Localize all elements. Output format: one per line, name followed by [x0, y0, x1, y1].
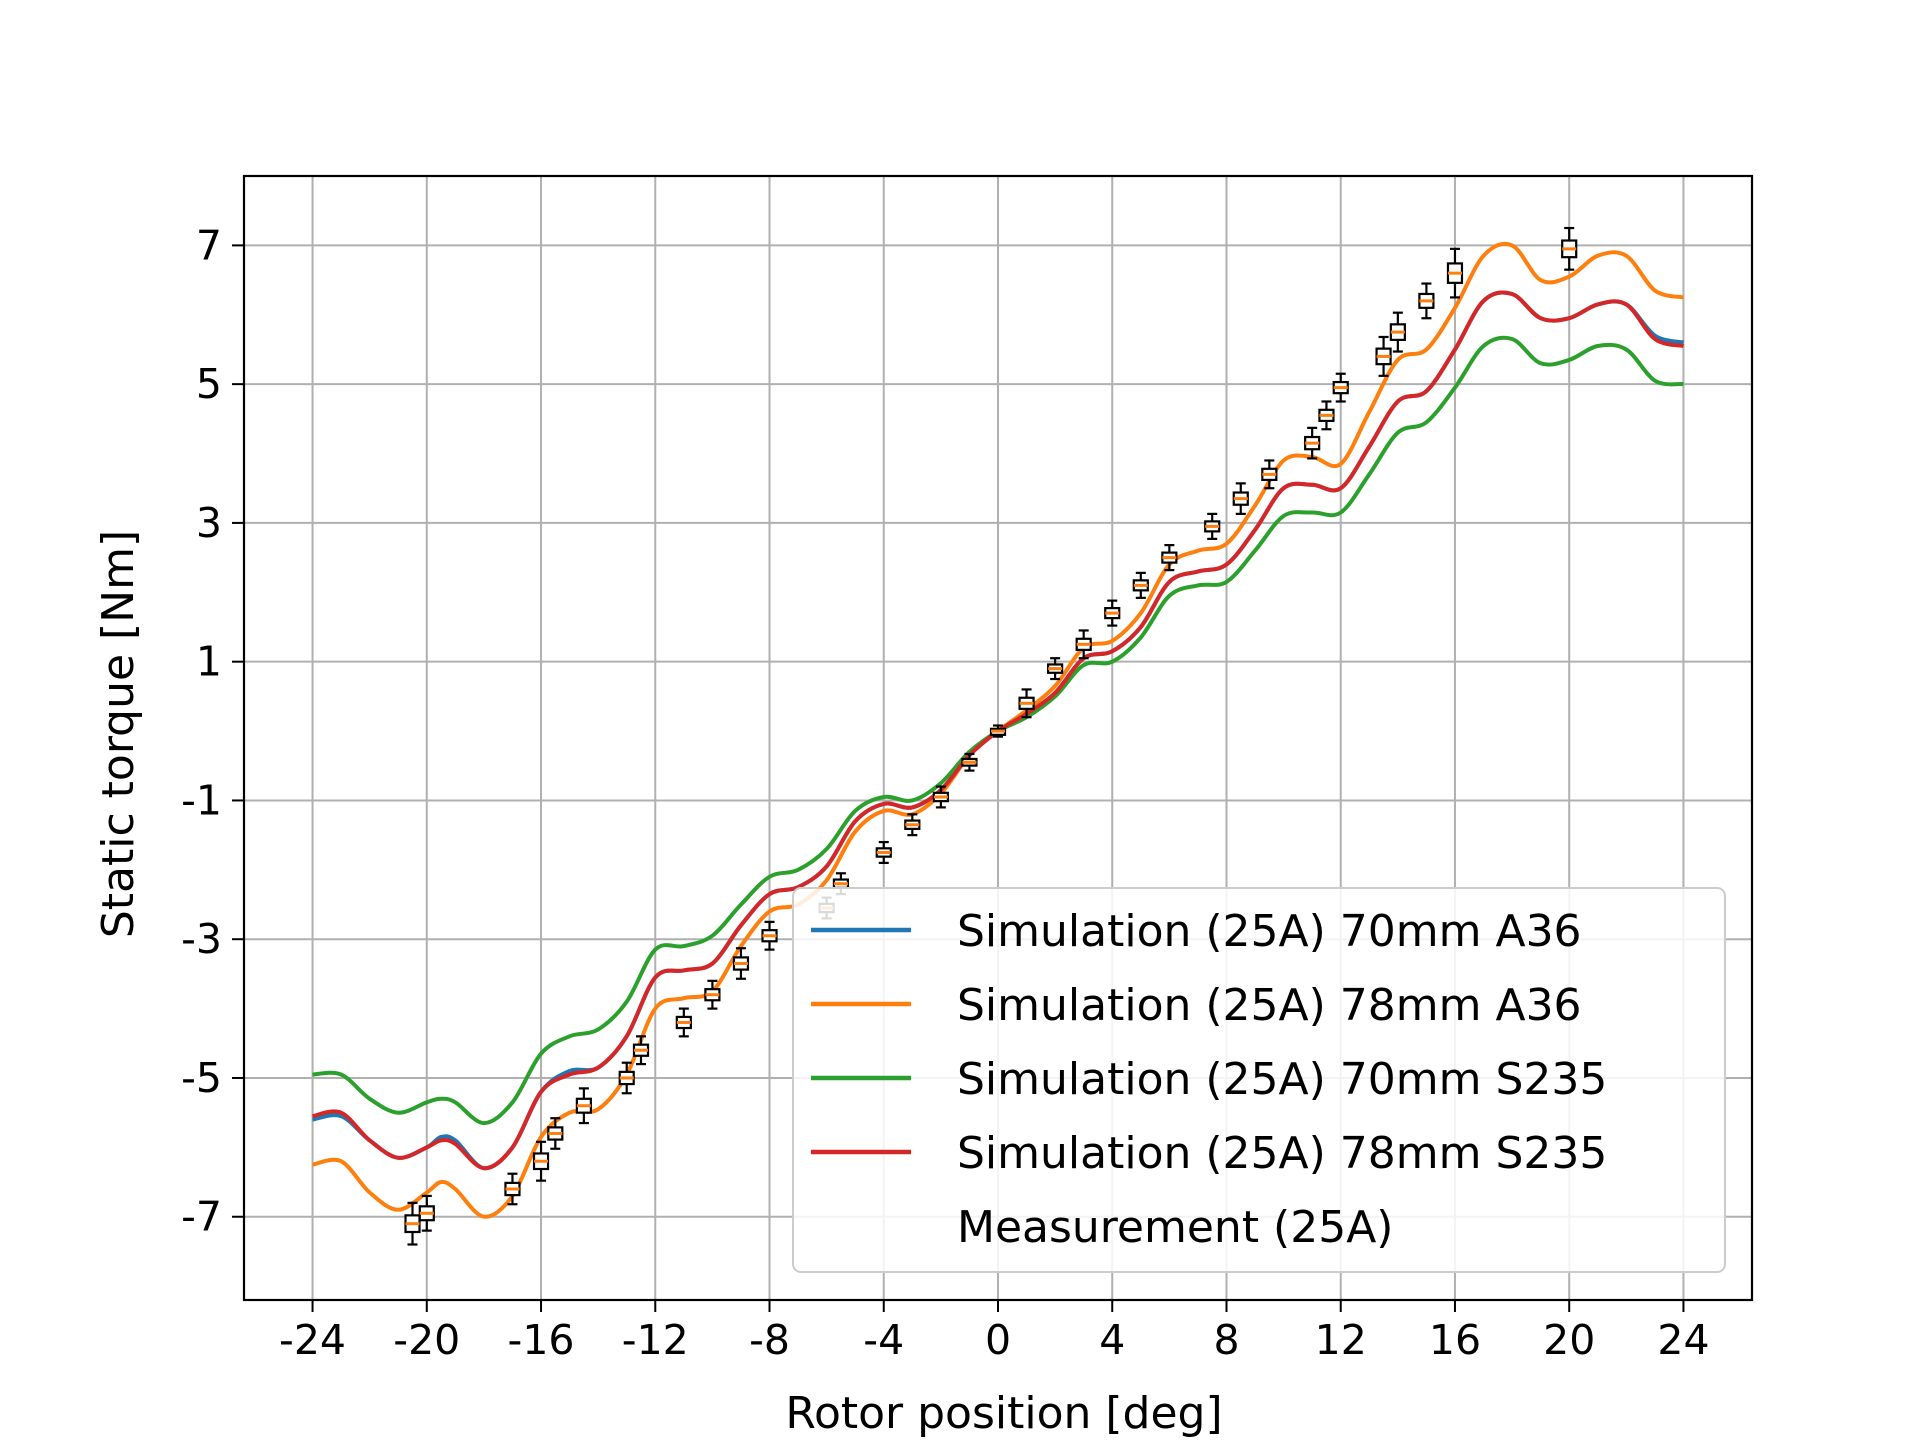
- x-tick-label: 24: [1657, 1316, 1709, 1364]
- x-tick-label: -4: [863, 1316, 904, 1364]
- measurement-box: [1332, 372, 1349, 403]
- x-tick-label: -24: [279, 1316, 346, 1364]
- x-tick-label: 8: [1213, 1316, 1239, 1364]
- y-tick-label: -1: [181, 776, 222, 824]
- x-tick-label: 20: [1543, 1316, 1595, 1364]
- measurement-box: [932, 785, 949, 809]
- x-tick-label: 12: [1315, 1316, 1367, 1364]
- measurement-box: [1561, 226, 1578, 271]
- measurement-box: [575, 1087, 592, 1125]
- y-tick-label: -7: [181, 1193, 222, 1241]
- measurement-box: [904, 813, 921, 837]
- legend-label: Simulation (25A) 78mm A36: [957, 980, 1582, 1031]
- legend-box: [792, 887, 1726, 1273]
- measurement-boxes: [404, 226, 1578, 1246]
- measurement-box: [732, 947, 750, 980]
- measurement-box: [1047, 657, 1064, 681]
- measurement-box: [761, 920, 778, 951]
- measurement-box: [1261, 459, 1278, 490]
- measurement-box: [618, 1061, 635, 1095]
- y-tick-label: -3: [181, 915, 222, 963]
- y-tick-label: 3: [196, 499, 222, 547]
- axis-ticks: -24 -20 -16 -12 -8 -4 0 4 8 12 16 20 24 -7 -5 -3 -1 1 3 5 7: [181, 221, 1709, 1364]
- measurement-box: [1375, 335, 1392, 377]
- legend-label: Simulation (25A) 70mm A36: [957, 906, 1582, 957]
- x-tick-label: -12: [622, 1316, 689, 1364]
- measurement-box: [1446, 247, 1464, 299]
- measurement-box: [1232, 482, 1249, 515]
- measurement-box: [704, 979, 721, 1010]
- measurement-box: [547, 1117, 564, 1150]
- measurement-box: [1318, 400, 1335, 431]
- y-tick-label: 5: [196, 360, 222, 408]
- measurement-box: [1018, 688, 1035, 719]
- measurement-box: [1304, 426, 1321, 460]
- measurement-box: [961, 752, 978, 772]
- measurement-box: [989, 724, 1007, 738]
- x-tick-label: -20: [393, 1316, 460, 1364]
- x-tick-label: 0: [985, 1316, 1011, 1364]
- measurement-box: [418, 1194, 435, 1232]
- measurement-box: [1418, 282, 1435, 320]
- series-line-4: [312, 290, 1684, 1171]
- x-tick-label: -8: [749, 1316, 790, 1364]
- x-axis-label: Rotor position [deg]: [785, 1388, 1222, 1439]
- y-tick-label: 7: [196, 221, 222, 269]
- x-tick-label: 16: [1429, 1316, 1481, 1364]
- measurement-box: [532, 1140, 550, 1182]
- legend: Simulation (25A) 70mm A36 Simulation (25A…: [792, 887, 1726, 1273]
- measurement-box: [1104, 599, 1121, 627]
- y-tick-label: 1: [196, 638, 222, 686]
- measurement-box: [504, 1172, 521, 1206]
- measurement-box: [1161, 544, 1178, 572]
- measurement-box: [675, 1007, 692, 1038]
- measurement-box: [1132, 571, 1149, 599]
- x-tick-label: 4: [1099, 1316, 1125, 1364]
- y-axis-label: Static torque [Nm]: [93, 530, 144, 938]
- measurement-box: [875, 840, 892, 864]
- x-tick-label: -16: [508, 1316, 575, 1364]
- measurement-box: [1204, 512, 1221, 540]
- measurement-box: [1389, 311, 1406, 353]
- legend-label: Simulation (25A) 70mm S235: [957, 1054, 1607, 1105]
- y-tick-label: -5: [181, 1054, 222, 1102]
- measurement-box: [632, 1035, 650, 1066]
- legend-label: Measurement (25A): [957, 1202, 1393, 1253]
- measurement-box: [1075, 629, 1092, 660]
- legend-label: Simulation (25A) 78mm S235: [957, 1128, 1607, 1179]
- measurement-box: [404, 1201, 421, 1246]
